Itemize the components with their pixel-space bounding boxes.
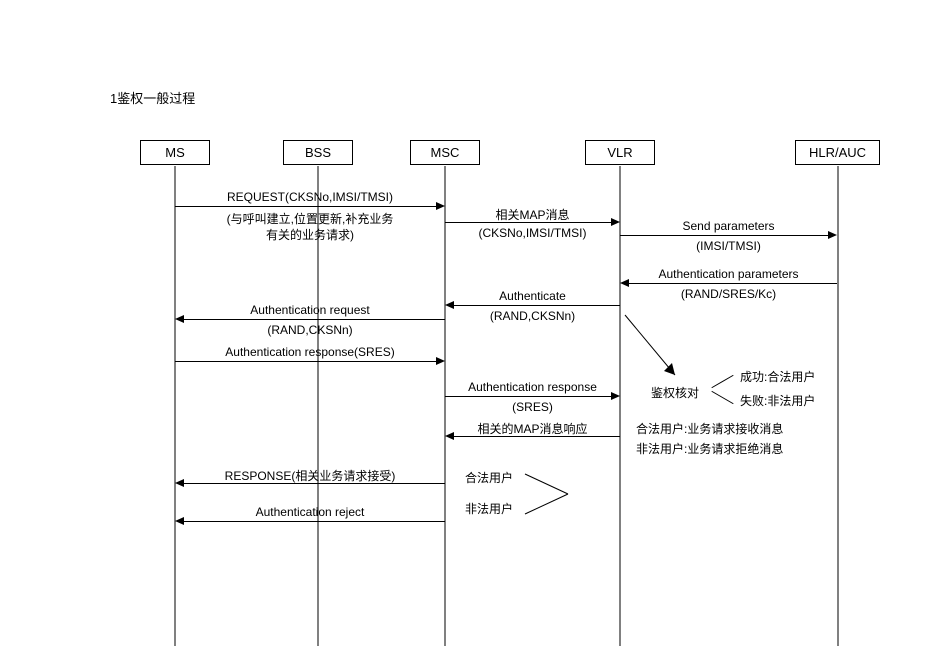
msg-mapresp: 相关的MAP消息响应: [445, 420, 620, 437]
verify-divider-bot: [711, 391, 733, 404]
arrow-authresp2: [445, 396, 611, 397]
msg-request-l3: 有关的业务请求): [175, 226, 445, 243]
arrowhead-authreq: [175, 315, 184, 323]
msg-sendparam-l2: (IMSI/TMSI): [620, 239, 837, 253]
arrow-mapresp: [454, 436, 620, 437]
msg-authreject: Authentication reject: [175, 505, 445, 519]
msg-authresp2-l2: (SRES): [445, 400, 620, 414]
msg-sendparam-l1: Send parameters: [620, 219, 837, 233]
msg-authreq-l1: Authentication request: [175, 303, 445, 317]
lane-box-ms: MS: [140, 140, 210, 165]
arrowhead-authparam: [620, 279, 629, 287]
msg-authreq-l2: (RAND,CKSNn): [175, 323, 445, 337]
arrowhead-authresp2: [611, 392, 620, 400]
lane-box-hlr: HLR/AUC: [795, 140, 880, 165]
arrowhead-request: [436, 202, 445, 210]
lifeline-hlr: [837, 166, 838, 646]
verify-fail: 失败:非法用户: [740, 392, 815, 409]
arrowhead-map: [611, 218, 620, 226]
verify-arrow-svg: [620, 310, 700, 390]
legal-user: 合法用户: [465, 469, 513, 486]
msg-authenticate-l2: (RAND,CKSNn): [445, 309, 620, 323]
msg-request-l1: REQUEST(CKSNo,IMSI/TMSI): [175, 190, 445, 204]
msg-authparam-l1: Authentication parameters: [620, 267, 837, 281]
lane-box-msc: MSC: [410, 140, 480, 165]
arrowhead-authreject: [175, 517, 184, 525]
illegal-user: 非法用户: [465, 500, 513, 517]
lane-ms: MS: [140, 140, 210, 165]
arrowhead-sendparam: [828, 231, 837, 239]
msg-authparam-l2: (RAND/SRES/Kc): [620, 287, 837, 301]
arrow-authparam: [629, 283, 837, 284]
lane-msc: MSC: [410, 140, 480, 165]
msg-response: RESPONSE(相关业务请求接受): [175, 467, 445, 484]
msg-map-l1: 相关MAP消息: [445, 206, 620, 223]
illegal-msg-note: 非法用户:业务请求拒绝消息: [636, 440, 783, 457]
msg-map-l2: (CKSNo,IMSI/TMSI): [445, 226, 620, 240]
arrowhead-authenticate: [445, 301, 454, 309]
msg-authresp2-l1: Authentication response: [445, 380, 620, 394]
lane-vlr: VLR: [585, 140, 655, 165]
verify-ok: 成功:合法用户: [740, 368, 815, 385]
verify-divider-top: [711, 375, 733, 388]
arrow-authresp1: [175, 361, 436, 362]
msg-authresp1: Authentication response(SRES): [175, 345, 445, 359]
msg-request-l2: (与呼叫建立,位置更新,补充业务: [175, 210, 445, 227]
diagram-title: 1鉴权一般过程: [110, 88, 195, 107]
lane-box-vlr: VLR: [585, 140, 655, 165]
arrow-sendparam: [620, 235, 828, 236]
arrowhead-response: [175, 479, 184, 487]
lane-bss: BSS: [283, 140, 353, 165]
lane-box-bss: BSS: [283, 140, 353, 165]
lane-hlr: HLR/AUC: [795, 140, 880, 165]
arrowhead-authresp1: [436, 357, 445, 365]
verify-label: 鉴权核对: [650, 383, 700, 402]
arrow-authenticate: [454, 305, 620, 306]
msg-authenticate-l1: Authenticate: [445, 289, 620, 303]
user-split-bracket: [523, 466, 583, 522]
arrowhead-mapresp: [445, 432, 454, 440]
arrow-authreject: [184, 521, 445, 522]
arrow-response: [184, 483, 445, 484]
arrow-map: [445, 222, 611, 223]
arrow-request: [175, 206, 436, 207]
arrow-authreq: [184, 319, 445, 320]
legal-msg-note: 合法用户:业务请求接收消息: [636, 420, 783, 437]
